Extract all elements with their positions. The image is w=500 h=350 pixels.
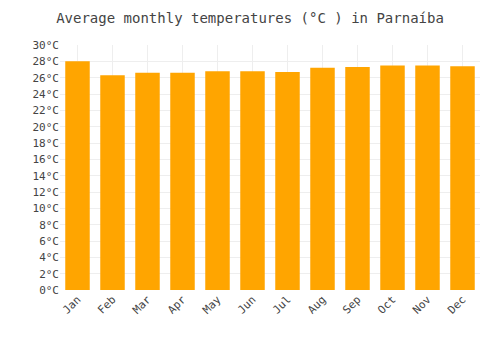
- svg-text:20°C: 20°C: [33, 121, 60, 134]
- svg-text:Nov: Nov: [410, 293, 434, 317]
- svg-text:26°C: 26°C: [33, 72, 60, 85]
- svg-text:Aug: Aug: [305, 293, 328, 316]
- svg-text:4°C: 4°C: [39, 251, 59, 264]
- svg-text:Feb: Feb: [95, 293, 118, 316]
- svg-text:Jul: Jul: [270, 293, 293, 316]
- svg-text:18°C: 18°C: [33, 137, 60, 150]
- svg-text:12°C: 12°C: [33, 186, 60, 199]
- svg-text:16°C: 16°C: [33, 153, 60, 166]
- svg-text:0°C: 0°C: [39, 284, 59, 297]
- svg-text:6°C: 6°C: [39, 235, 59, 248]
- svg-text:Mar: Mar: [130, 293, 154, 317]
- svg-text:Sep: Sep: [340, 293, 363, 316]
- svg-text:Oct: Oct: [375, 293, 398, 316]
- svg-text:8°C: 8°C: [39, 219, 59, 232]
- svg-text:May: May: [200, 293, 224, 317]
- svg-text:14°C: 14°C: [33, 170, 60, 183]
- svg-text:Apr: Apr: [165, 293, 189, 317]
- svg-text:24°C: 24°C: [33, 88, 60, 101]
- svg-text:Average monthly temperatures (: Average monthly temperatures (°C ) in Pa…: [56, 10, 444, 26]
- svg-text:Dec: Dec: [445, 293, 468, 316]
- svg-text:Jun: Jun: [235, 293, 258, 316]
- svg-text:2°C: 2°C: [39, 268, 59, 281]
- svg-text:28°C: 28°C: [33, 55, 60, 68]
- svg-text:22°C: 22°C: [33, 104, 60, 117]
- svg-text:10°C: 10°C: [33, 202, 60, 215]
- svg-text:30°C: 30°C: [33, 39, 60, 52]
- svg-text:Jan: Jan: [60, 293, 83, 316]
